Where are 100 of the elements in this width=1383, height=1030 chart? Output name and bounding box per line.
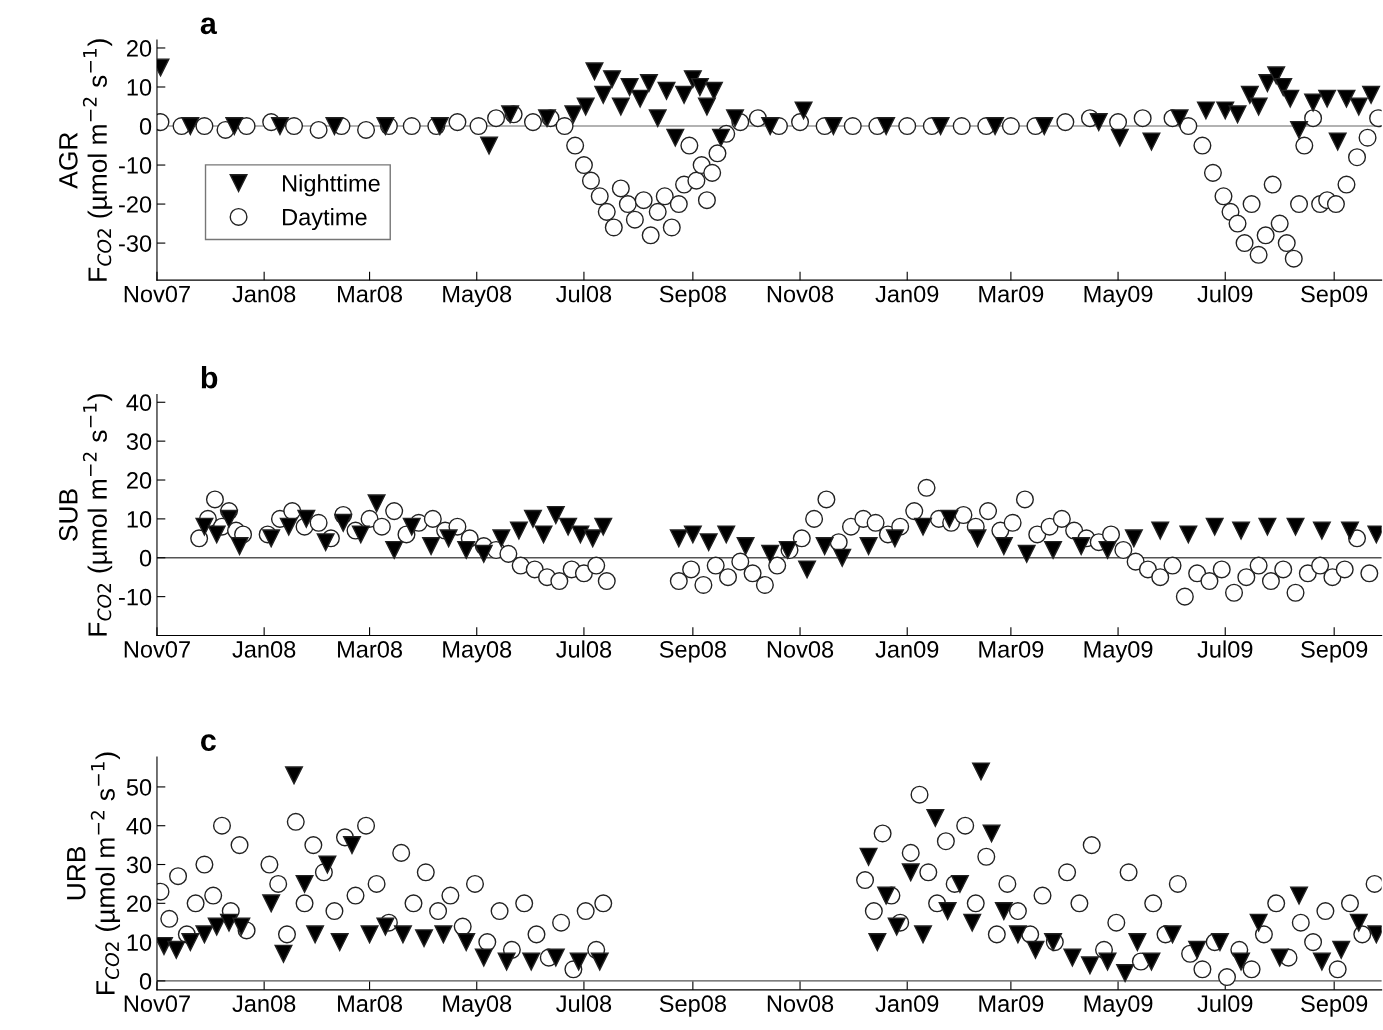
point: [334, 513, 353, 532]
point: [1124, 529, 1143, 548]
point: [351, 525, 370, 544]
point: [576, 97, 595, 116]
y-tick-label: 0: [139, 118, 152, 135]
y-tick-label: 40: [126, 817, 152, 835]
point: [704, 81, 723, 100]
point: [1281, 89, 1300, 108]
point: [666, 128, 685, 147]
y-tick-label: -10: [119, 157, 152, 174]
point: [376, 917, 395, 936]
point: [284, 766, 304, 785]
point: [1205, 517, 1224, 536]
x-tick-label: Mar08: [338, 640, 403, 658]
x-tick-label: Sep08: [659, 640, 726, 663]
point: [1290, 120, 1309, 139]
x-tick-label: Sep09: [1301, 995, 1368, 1017]
point: [181, 116, 200, 136]
point: [474, 544, 493, 563]
point: [824, 116, 843, 136]
point: [385, 540, 404, 560]
point: [1142, 132, 1161, 151]
x-tick-label: Sep09: [1301, 285, 1368, 308]
y-tick-label: -10: [119, 588, 152, 606]
point: [914, 925, 933, 944]
point: [360, 925, 379, 944]
point: [859, 847, 878, 866]
point: [798, 560, 817, 579]
point: [690, 77, 709, 97]
y-tick-label: 30: [126, 433, 152, 450]
point: [1232, 521, 1251, 540]
point: [1044, 540, 1063, 560]
point: [963, 913, 982, 932]
point: [181, 933, 200, 952]
point: [546, 948, 565, 967]
point: [938, 902, 957, 921]
point: [1179, 525, 1198, 544]
point: [316, 533, 335, 552]
point: [926, 808, 945, 827]
point: [1128, 933, 1147, 952]
point: [868, 933, 887, 952]
x-tick-label: Nov08: [767, 995, 834, 1013]
point: [1089, 113, 1108, 132]
point: [761, 116, 780, 136]
point: [207, 525, 226, 544]
point: [1258, 517, 1277, 536]
point: [262, 529, 281, 548]
point: [859, 537, 878, 556]
point: [434, 925, 453, 944]
y-tick-label: 20: [127, 40, 152, 57]
x-tick-label: Sep08: [659, 285, 726, 308]
point: [1163, 925, 1182, 944]
y-tick-label: 0: [139, 549, 152, 567]
point: [1026, 940, 1045, 959]
point: [994, 537, 1013, 556]
point: [306, 925, 325, 944]
point: [564, 105, 583, 124]
point: [1170, 109, 1189, 128]
point: [697, 97, 716, 116]
y-tick-label: 30: [126, 856, 152, 874]
x-tick-label: Nov08: [767, 640, 834, 658]
point: [877, 886, 896, 905]
x-tick-label: Mar09: [979, 640, 1044, 658]
point: [225, 116, 244, 136]
point: [1240, 85, 1259, 104]
y-tick-label: 20: [127, 895, 152, 913]
point: [631, 89, 650, 108]
point: [901, 863, 920, 882]
point: [1249, 913, 1268, 932]
point: [683, 525, 702, 544]
point: [342, 836, 362, 855]
point: [230, 537, 249, 556]
y-tick-label: 40: [126, 394, 152, 412]
point: [994, 902, 1013, 921]
text: SUB F$_{CO2}$ (µmol m$^{−2}$ s$^{−1}$): [58, 394, 113, 636]
point: [480, 136, 499, 155]
point: [497, 952, 516, 971]
y-tick-label: -30: [119, 235, 152, 252]
point: [590, 952, 609, 971]
point: [887, 917, 906, 936]
point: [474, 948, 493, 967]
point: [1232, 952, 1251, 971]
point: [583, 529, 602, 548]
x-tick-label: Jul08: [556, 994, 612, 1013]
point: [1151, 521, 1170, 540]
chart-title: b: [201, 366, 218, 389]
x-tick-label: Jan09: [875, 995, 939, 1013]
point: [279, 517, 298, 536]
x-tick-label: Nov07: [124, 640, 190, 658]
point: [1210, 933, 1229, 952]
x-tick-label: Jan09: [875, 640, 939, 658]
point: [1188, 940, 1207, 959]
point: [940, 509, 959, 528]
point: [1142, 952, 1161, 971]
y-tick-label: 50: [126, 778, 152, 796]
point: [914, 517, 933, 536]
point: [330, 933, 349, 952]
text: AGR F$_{CO2}$ (µmol m$^{−2}$ s$^{−1}$): [58, 39, 113, 281]
point: [603, 70, 622, 89]
point: [833, 548, 852, 567]
